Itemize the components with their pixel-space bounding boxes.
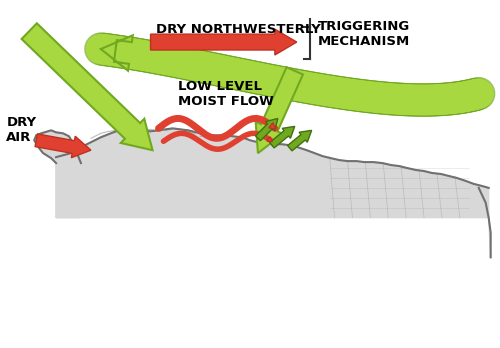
Polygon shape bbox=[101, 35, 133, 71]
Polygon shape bbox=[270, 126, 295, 148]
Polygon shape bbox=[150, 29, 296, 55]
Polygon shape bbox=[288, 130, 312, 151]
Polygon shape bbox=[56, 128, 488, 218]
Text: DRY
AIR: DRY AIR bbox=[6, 116, 36, 144]
Polygon shape bbox=[267, 137, 272, 142]
Text: DRY NORTHWESTERLY: DRY NORTHWESTERLY bbox=[156, 23, 320, 35]
Polygon shape bbox=[256, 67, 303, 153]
Text: LOW LEVEL
MOIST FLOW: LOW LEVEL MOIST FLOW bbox=[178, 80, 274, 108]
Text: TRIGGERING
MECHANISM: TRIGGERING MECHANISM bbox=[318, 20, 410, 48]
Polygon shape bbox=[268, 122, 276, 129]
Polygon shape bbox=[34, 130, 81, 218]
Polygon shape bbox=[256, 118, 278, 141]
Polygon shape bbox=[478, 188, 490, 257]
Polygon shape bbox=[22, 23, 152, 150]
Polygon shape bbox=[35, 134, 91, 158]
